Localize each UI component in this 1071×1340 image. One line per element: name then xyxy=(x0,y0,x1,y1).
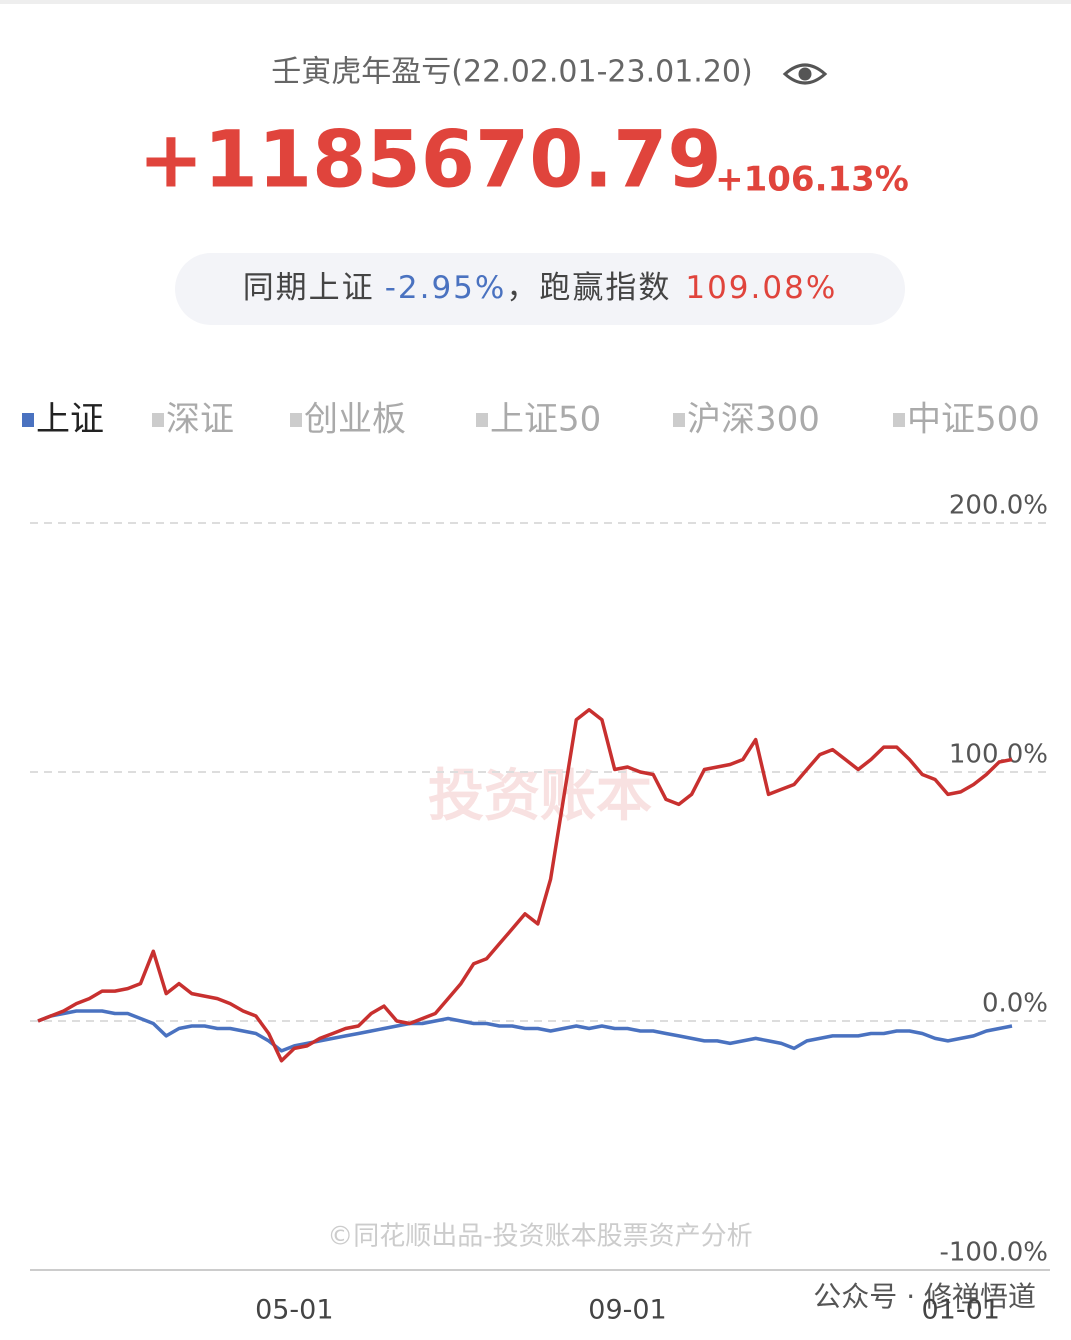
tab-marker xyxy=(673,413,685,427)
credit: ©同花顺出品-投资账本股票资产分析 xyxy=(327,1222,752,1252)
tab-marker xyxy=(290,413,302,427)
beat-label: ，跑赢指数 xyxy=(506,270,671,306)
account: 公众号 · 修禅悟道 xyxy=(813,1280,1036,1313)
x-tick-label: 05-01 xyxy=(255,1295,333,1326)
watermark: 投资账本 xyxy=(428,764,652,829)
tab[interactable]: 创业板 xyxy=(304,400,406,440)
tab-marker xyxy=(893,413,905,427)
compare-value: -2.95% xyxy=(385,270,507,306)
y-tick-label: 0.0% xyxy=(982,989,1048,1019)
series-line xyxy=(37,1009,1013,1053)
x-tick-label: 09-01 xyxy=(588,1295,666,1326)
x-tick-label: 01-01 xyxy=(922,1295,1000,1326)
tab[interactable]: 深证 xyxy=(166,400,234,440)
tab[interactable]: 上证 xyxy=(36,400,104,440)
tab-marker xyxy=(152,413,164,427)
eye-icon[interactable] xyxy=(782,63,828,85)
y-tick-label: 200.0% xyxy=(949,491,1048,521)
title: 壬寅虎年盈亏(22.02.01-23.01.20) xyxy=(271,55,752,90)
compare: 同期上证 -2.95%，跑赢指数 109.08% xyxy=(243,270,838,306)
compare-label: 同期上证 xyxy=(243,270,375,306)
tab-marker xyxy=(22,413,34,427)
profit: +1185670.79 xyxy=(138,115,721,205)
y-tick-label: -100.0% xyxy=(939,1238,1048,1268)
beat-value: 109.08% xyxy=(685,270,837,306)
tab[interactable]: 中证500 xyxy=(907,400,1040,440)
tab-marker xyxy=(476,413,488,427)
tab[interactable]: 上证50 xyxy=(490,400,601,440)
top-edge xyxy=(0,0,1071,4)
tab[interactable]: 沪深300 xyxy=(687,400,820,440)
return: +106.13% xyxy=(715,160,909,200)
series-line xyxy=(37,708,1013,1063)
compare-pill xyxy=(175,253,905,325)
